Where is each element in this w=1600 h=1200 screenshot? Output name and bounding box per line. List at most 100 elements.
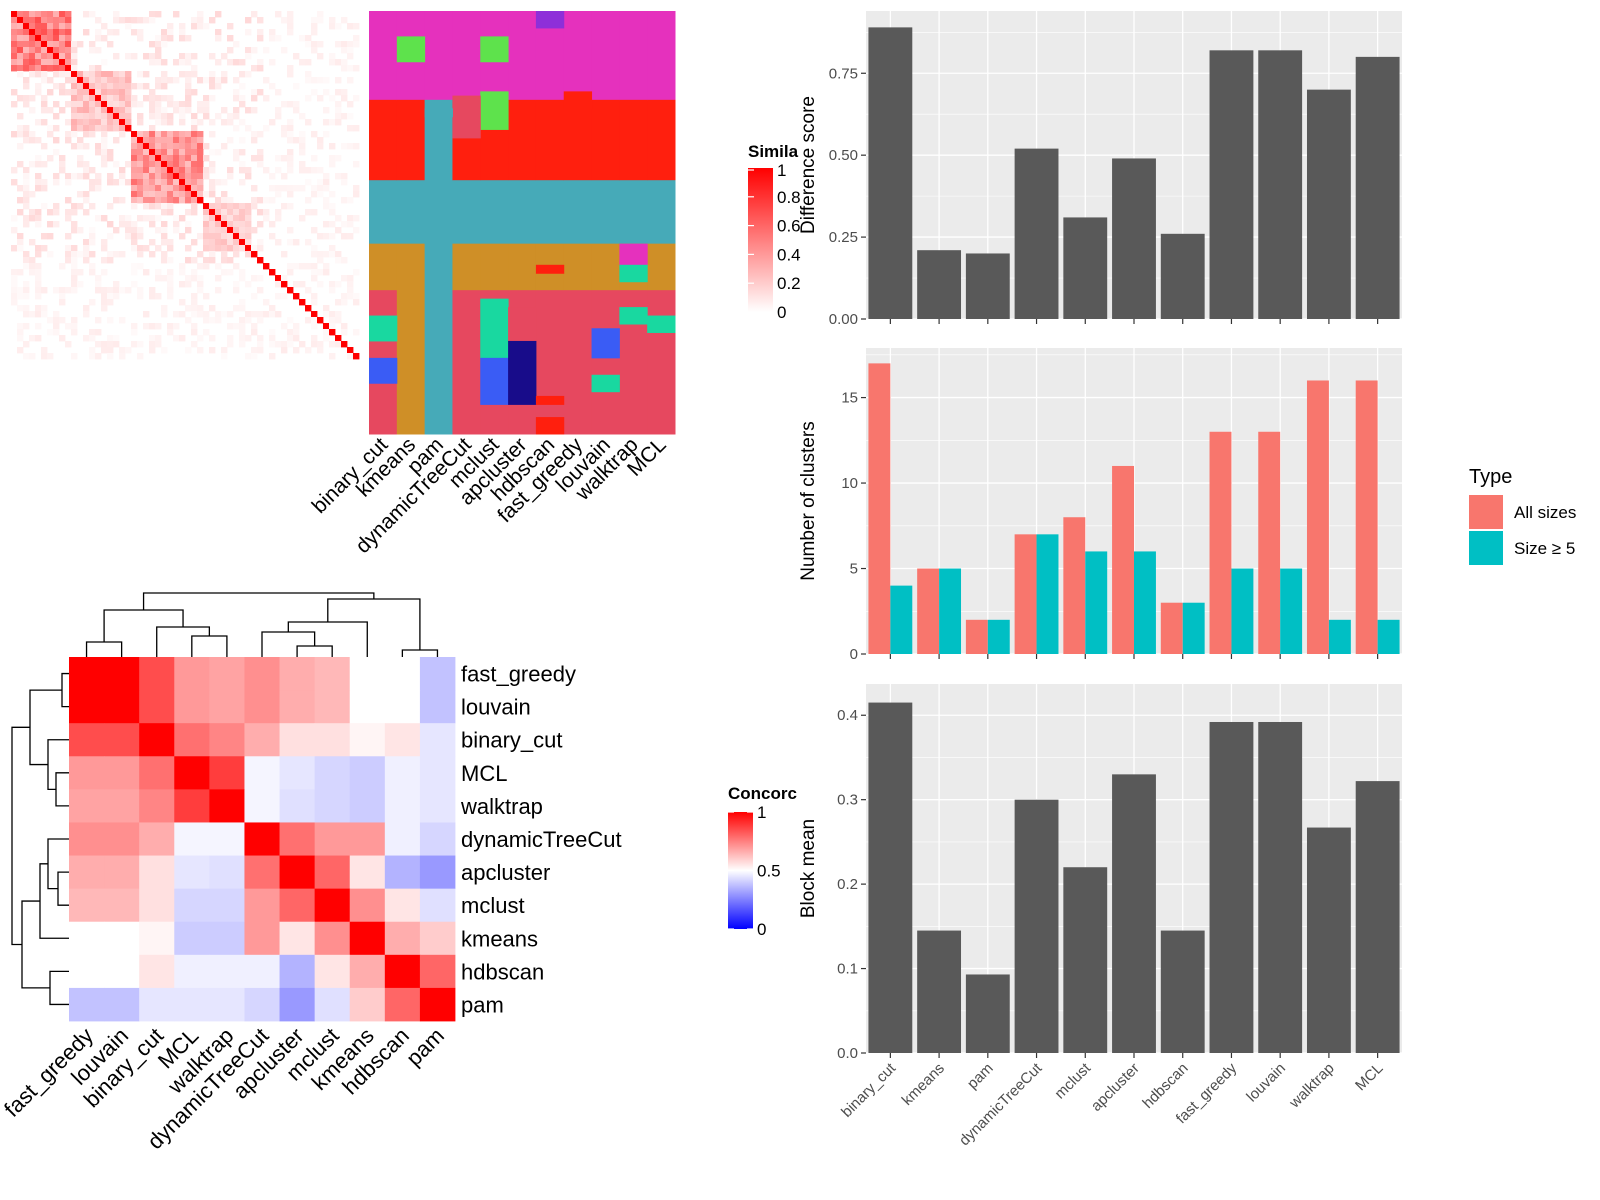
similarity-cell <box>23 197 30 204</box>
similarity-cell <box>221 71 228 78</box>
similarity-cell <box>83 119 90 126</box>
membership-cell <box>647 99 676 181</box>
similarity-cell <box>209 317 216 324</box>
similarity-cell <box>179 113 186 120</box>
similarity-cell <box>203 311 210 318</box>
similarity-cell <box>347 77 354 84</box>
concordance-cell <box>419 789 456 823</box>
similarity-cell <box>263 197 270 204</box>
similarity-cell <box>23 65 30 72</box>
similarity-cell <box>17 323 24 330</box>
similarity-cell <box>191 299 198 306</box>
similarity-cell <box>287 29 294 36</box>
concordance-cell <box>174 723 210 757</box>
similarity-cell <box>191 239 198 246</box>
similarity-cell <box>227 311 234 318</box>
similarity-cell <box>353 269 360 276</box>
similarity-cell <box>287 101 294 108</box>
similarity-cell <box>35 293 42 300</box>
similarity-cell <box>95 287 102 294</box>
similarity-cell <box>125 221 132 228</box>
similarity-cell <box>281 323 288 330</box>
similarity-cell <box>59 167 66 174</box>
similarity-cell <box>71 323 78 330</box>
similarity-cell <box>143 185 150 192</box>
similarity-cell <box>161 251 168 258</box>
concordance-cell <box>419 822 456 856</box>
similarity-cell <box>233 89 240 96</box>
similarity-cell <box>215 311 222 318</box>
similarity-cell <box>125 89 132 96</box>
membership-cell <box>591 374 620 393</box>
similarity-cell <box>95 95 102 102</box>
concordance-cell <box>279 822 316 856</box>
similarity-cell <box>353 143 360 150</box>
similarity-cell <box>89 335 96 342</box>
similarity-cell <box>89 239 96 246</box>
concordance-cell <box>104 657 140 691</box>
dendrogram-branch <box>103 609 184 642</box>
similarity-cell <box>239 95 246 102</box>
bar <box>965 974 1010 1053</box>
similarity-cell <box>23 185 30 192</box>
similarity-cell <box>245 239 252 246</box>
similarity-cell <box>209 17 216 24</box>
similarity-cell <box>95 77 102 84</box>
similarity-cell <box>41 53 48 60</box>
similarity-cell <box>191 89 198 96</box>
similarity-cell <box>41 185 48 192</box>
similarity-cell <box>113 53 120 60</box>
similarity-cell <box>59 317 66 324</box>
similarity-cell <box>341 275 348 282</box>
membership-cell <box>591 290 620 435</box>
similarity-cell <box>197 107 204 114</box>
similarity-cell <box>77 41 84 48</box>
similarity-cell <box>167 173 174 180</box>
similarity-cell <box>233 287 240 294</box>
similarity-cell <box>203 317 210 324</box>
similarity-cell <box>197 143 204 150</box>
similarity-cell <box>323 251 330 258</box>
membership-cell <box>591 180 620 245</box>
similarity-cell <box>101 257 108 264</box>
similarity-cell <box>257 59 264 66</box>
similarity-cell <box>167 131 174 138</box>
similarity-cell <box>323 77 330 84</box>
concordance-cell <box>244 888 280 923</box>
similarity-cell <box>95 107 102 114</box>
similarity-cell <box>167 275 174 282</box>
concordance-cell <box>419 987 456 1022</box>
similarity-cell <box>35 215 42 222</box>
similarity-cell <box>101 239 108 246</box>
similarity-cell <box>209 257 216 264</box>
similarity-cell <box>227 35 234 42</box>
similarity-cell <box>149 101 156 108</box>
concordance-cell <box>384 987 421 1022</box>
similarity-cell <box>173 107 180 114</box>
similarity-cell <box>173 101 180 108</box>
similarity-cell <box>17 125 24 132</box>
similarity-cell <box>203 101 210 108</box>
similarity-cell <box>161 185 168 192</box>
similarity-cell <box>161 233 168 240</box>
similarity-cell <box>293 101 300 108</box>
similarity-cell <box>29 17 36 24</box>
similarity-cell <box>53 179 60 186</box>
similarity-cell <box>143 161 150 168</box>
similarity-cell <box>167 119 174 126</box>
similarity-cell <box>107 221 114 228</box>
similarity-cell <box>263 167 270 174</box>
similarity-cell <box>179 137 186 144</box>
similarity-cell <box>287 137 294 144</box>
similarity-cell <box>275 191 282 198</box>
similarity-cell <box>185 305 192 312</box>
concordance-cell <box>349 822 386 856</box>
similarity-cell <box>107 101 114 108</box>
bar <box>965 253 1010 319</box>
bar-x-label: MCL <box>1352 1060 1386 1094</box>
similarity-cell <box>257 257 264 264</box>
similarity-cell <box>77 101 84 108</box>
similarity-cell <box>227 245 234 252</box>
similarity-cell <box>227 221 234 228</box>
similarity-cell <box>149 59 156 66</box>
